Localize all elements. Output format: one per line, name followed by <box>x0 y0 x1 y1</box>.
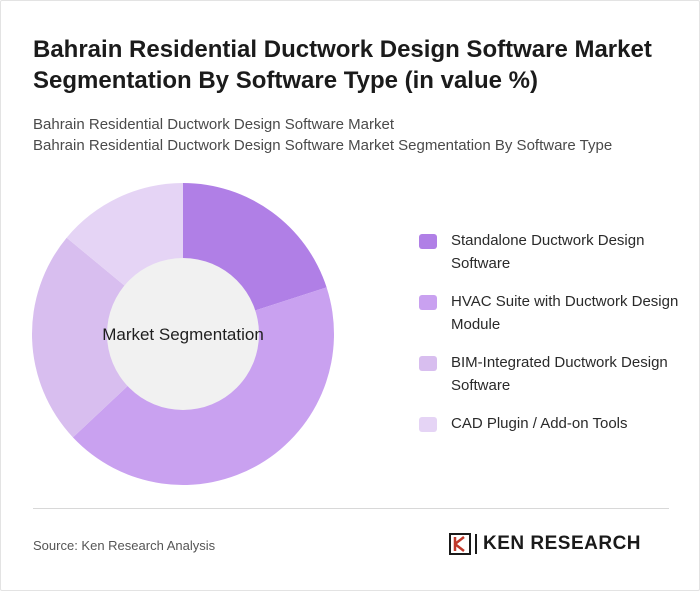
donut-chart: Market Segmentation <box>31 183 335 485</box>
chart-legend: Standalone Ductwork Design Software HVAC … <box>419 230 679 436</box>
legend-item: HVAC Suite with Ductwork Design Module <box>419 291 679 336</box>
legend-swatch <box>419 295 437 310</box>
legend-label: BIM-Integrated Ductwork Design Software <box>451 354 668 394</box>
brand-separator <box>475 534 477 554</box>
footer-divider <box>33 508 669 509</box>
legend-swatch <box>419 356 437 371</box>
subtitle-line-2: Bahrain Residential Ductwork Design Soft… <box>33 137 613 154</box>
legend-label: HVAC Suite with Ductwork Design Module <box>451 293 679 333</box>
donut-center <box>107 258 259 410</box>
brand-name: KEN RESEARCH <box>483 533 642 554</box>
donut-center-label: Market Segmentation <box>102 325 264 344</box>
chart-title: Bahrain Residential Ductwork Design Soft… <box>33 36 652 94</box>
subtitle-line-1: Bahrain Residential Ductwork Design Soft… <box>33 116 394 133</box>
legend-swatch <box>419 234 437 249</box>
legend-label: Standalone Ductwork Design Software <box>451 232 645 272</box>
brand-logo: KEN RESEARCH <box>449 532 641 556</box>
source-note: Source: Ken Research Analysis <box>33 538 216 553</box>
legend-item: CAD Plugin / Add-on Tools <box>419 413 679 436</box>
legend-item: Standalone Ductwork Design Software <box>419 230 679 275</box>
legend-item: BIM-Integrated Ductwork Design Software <box>419 352 679 397</box>
legend-swatch <box>419 417 437 432</box>
chart-subtitle: Bahrain Residential Ductwork Design Soft… <box>33 114 683 156</box>
ken-research-k-logo-icon <box>449 533 471 555</box>
legend-label: CAD Plugin / Add-on Tools <box>451 415 628 432</box>
